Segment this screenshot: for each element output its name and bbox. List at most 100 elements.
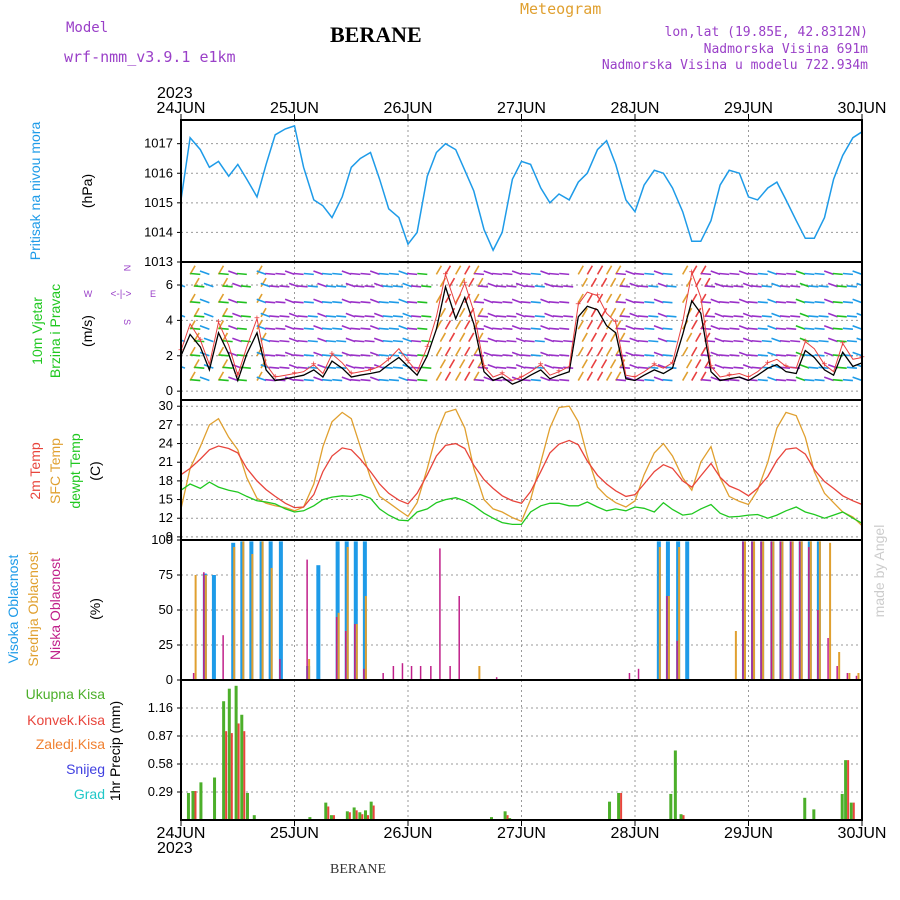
conv-rain-bar (230, 733, 233, 820)
mid-cloud-bar (781, 541, 784, 680)
wind-barb (228, 298, 239, 304)
wind-barb (511, 270, 522, 276)
wind-barb (317, 337, 328, 343)
wind-barb (181, 273, 182, 275)
wind-barb (313, 376, 324, 382)
wind-barb (417, 378, 428, 382)
wind-barb (625, 298, 636, 304)
compass-s: S (122, 319, 132, 325)
wind-barb (256, 265, 263, 275)
wind-gust-marker: + (632, 372, 638, 383)
conv-rain-bar (332, 815, 335, 820)
conv-rain-bar (327, 806, 330, 820)
x-tick-label-bottom: 28JUN (611, 825, 660, 842)
temp-axis-title-3: dewpt Temp (67, 433, 83, 508)
elevation-info: Nadmorska Visina 691m (703, 42, 868, 57)
wind-barb (846, 366, 857, 369)
wind-barb (790, 339, 801, 343)
wind-gust-marker: + (348, 368, 354, 379)
wind-barb (563, 339, 574, 343)
wind-barb (511, 351, 522, 357)
wind-barb (194, 366, 205, 369)
wind-gust-marker: + (442, 269, 448, 280)
wind-gust-marker: + (689, 268, 695, 279)
wind-barb (818, 285, 829, 288)
mid-cloud-bar (678, 547, 681, 680)
mid-cloud-bar (337, 612, 340, 680)
cloud-axis-unit: (%) (87, 598, 103, 620)
wind-barb (321, 301, 333, 304)
wind-barb (799, 282, 810, 288)
wind-barb (439, 307, 447, 318)
wind-barb (236, 327, 247, 331)
wind-barb (411, 315, 422, 318)
low-cloud-bar (836, 666, 838, 680)
total-rain-bar (849, 802, 853, 820)
y-tick-label: 6 (166, 277, 173, 292)
total-rain-bar (345, 811, 349, 820)
wind-barb (439, 359, 447, 369)
mid-cloud-bar (355, 624, 358, 680)
y-tick-label: 0 (166, 383, 173, 398)
wind-barb (586, 346, 594, 357)
wind-gust-marker: + (708, 361, 714, 372)
wind-barb (378, 354, 389, 357)
wind-barb (325, 315, 337, 318)
wind-barb (321, 354, 333, 357)
wind-barb (402, 337, 413, 343)
precip-legend-item: Ukupna Kisa (26, 686, 106, 702)
wind-barb (464, 265, 471, 275)
wind-barb (464, 320, 471, 330)
wind-barb (345, 282, 356, 288)
wind-barb (596, 265, 604, 275)
wind-barb (284, 270, 295, 276)
wind-barb (818, 315, 829, 318)
mid-cloud-bar (848, 673, 851, 680)
wind-barb (341, 325, 352, 330)
wind-barb (814, 327, 825, 331)
wind-barb (373, 312, 384, 318)
wind-barb (360, 327, 371, 331)
wind-barb (799, 312, 810, 318)
wind-barbs (181, 265, 862, 382)
wind-barb (653, 270, 664, 276)
wind-gust-marker: + (499, 368, 505, 379)
wind-barb (492, 327, 503, 331)
conv-rain-bar (194, 791, 197, 820)
wind-barb (648, 315, 659, 318)
wind-barb (634, 301, 645, 304)
y-tick-label: 0 (166, 672, 173, 687)
conv-rain-bar (682, 815, 685, 820)
y-tick-label: 0.87 (148, 728, 173, 743)
wind-barb (181, 284, 186, 288)
wind-barb (468, 277, 475, 288)
wind-barb (662, 272, 673, 276)
wind-barb (483, 298, 494, 304)
wind-barb (808, 285, 819, 288)
wind-barb (288, 363, 299, 369)
y-tick-label: 24 (159, 436, 173, 451)
total-rain-bar (252, 815, 256, 820)
wind-barb (590, 277, 598, 288)
wind-barb (625, 270, 636, 276)
wind-barb (203, 312, 214, 318)
wind-barb (265, 354, 276, 357)
pressure-axis-unit: (hPa) (79, 174, 95, 208)
wind-barb (761, 366, 772, 369)
wind-barb (293, 378, 304, 382)
mid-cloud-bar (270, 568, 273, 680)
wind-barb (779, 285, 791, 288)
wind-barb (596, 293, 604, 304)
wind-barb (714, 312, 725, 318)
wind-barb (823, 351, 834, 357)
wind-barb (563, 285, 574, 288)
wind-barb (496, 285, 507, 288)
total-rain-bar (503, 811, 507, 820)
mid-cloud-bar (857, 673, 860, 680)
wind-barb (458, 307, 466, 318)
wind-barb (511, 298, 522, 304)
wind-barb (199, 325, 210, 330)
wind-barb (388, 301, 399, 304)
mid-cloud-bar (800, 541, 803, 680)
wind-barb (823, 270, 834, 276)
